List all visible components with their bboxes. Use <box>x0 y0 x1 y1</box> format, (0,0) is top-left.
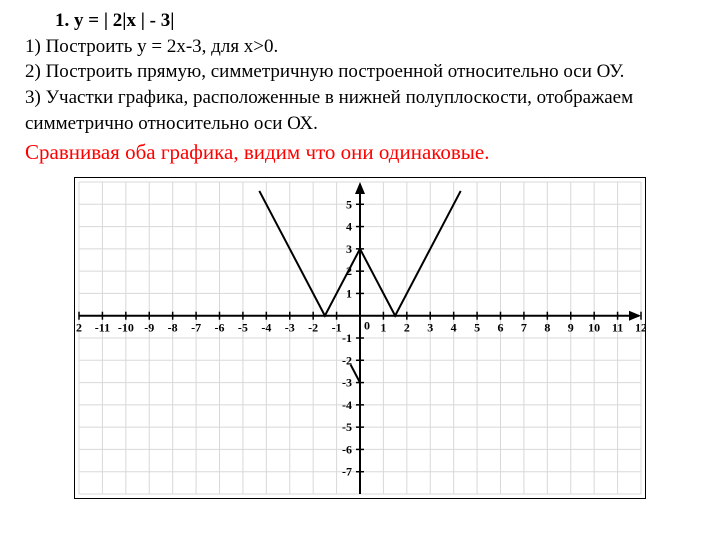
step-3b: симметрично относительно оси ОХ. <box>25 111 700 137</box>
svg-text:-11: -11 <box>95 320 110 334</box>
svg-text:8: 8 <box>544 320 550 334</box>
svg-text:3: 3 <box>427 320 433 334</box>
svg-text:5: 5 <box>474 320 480 334</box>
svg-text:-9: -9 <box>144 320 154 334</box>
svg-text:11: 11 <box>612 320 623 334</box>
svg-text:4: 4 <box>346 219 352 233</box>
svg-text:-2: -2 <box>308 320 318 334</box>
svg-text:7: 7 <box>521 320 527 334</box>
svg-text:-5: -5 <box>342 420 352 434</box>
svg-text:2: 2 <box>404 320 410 334</box>
chart-container: 2-11-10-9-8-7-6-5-4-3-2-1012345678910111… <box>74 177 646 499</box>
svg-text:2: 2 <box>76 320 82 334</box>
svg-text:-3: -3 <box>285 320 295 334</box>
svg-text:1: 1 <box>346 286 352 300</box>
svg-text:-10: -10 <box>118 320 134 334</box>
svg-text:-7: -7 <box>191 320 201 334</box>
svg-text:-1: -1 <box>342 331 352 345</box>
equation-title: 1. y = | 2|x | - 3| <box>55 8 700 34</box>
step-2: 2) Построить прямую, симметричную постро… <box>25 59 700 85</box>
svg-text:-3: -3 <box>342 375 352 389</box>
function-chart: 2-11-10-9-8-7-6-5-4-3-2-1012345678910111… <box>75 178 645 498</box>
svg-text:12: 12 <box>635 320 645 334</box>
svg-text:1: 1 <box>380 320 386 334</box>
step-3a: 3) Участки графика, расположенные в нижн… <box>25 85 700 111</box>
svg-text:-4: -4 <box>342 397 352 411</box>
conclusion-text: Сравнивая оба графика, видим что они оди… <box>25 138 700 166</box>
svg-text:9: 9 <box>568 320 574 334</box>
svg-text:-1: -1 <box>332 320 342 334</box>
svg-text:-6: -6 <box>215 320 225 334</box>
svg-text:4: 4 <box>451 320 457 334</box>
svg-text:-8: -8 <box>168 320 178 334</box>
svg-text:-4: -4 <box>261 320 271 334</box>
svg-text:-5: -5 <box>238 320 248 334</box>
step-1: 1) Построить y = 2x-3, для x>0. <box>25 34 700 60</box>
svg-text:-7: -7 <box>342 464 352 478</box>
svg-text:5: 5 <box>346 197 352 211</box>
svg-text:-6: -6 <box>342 442 352 456</box>
svg-text:3: 3 <box>346 241 352 255</box>
svg-text:0: 0 <box>364 318 370 332</box>
svg-text:10: 10 <box>588 320 600 334</box>
svg-text:6: 6 <box>498 320 504 334</box>
